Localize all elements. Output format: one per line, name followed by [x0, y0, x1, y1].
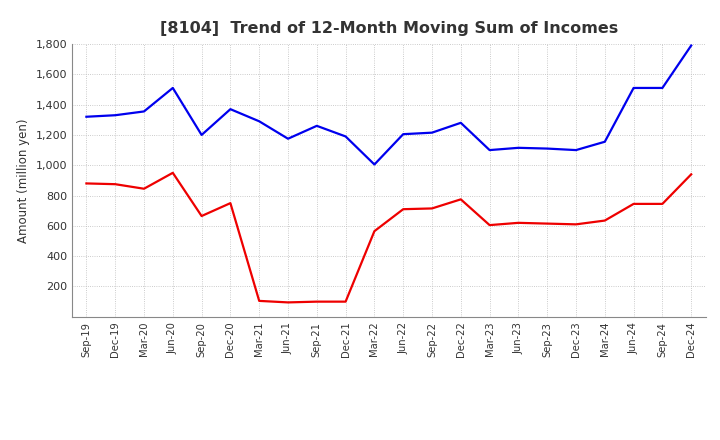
Net Income — [82, 181, 91, 186]
Ordinary Income — [370, 162, 379, 167]
Ordinary Income — [140, 109, 148, 114]
Ordinary Income — [572, 147, 580, 153]
Ordinary Income — [543, 146, 552, 151]
Ordinary Income — [600, 139, 609, 144]
Ordinary Income — [399, 132, 408, 137]
Ordinary Income — [428, 130, 436, 136]
Ordinary Income — [341, 134, 350, 139]
Ordinary Income — [284, 136, 292, 141]
Ordinary Income — [82, 114, 91, 119]
Net Income — [629, 201, 638, 206]
Ordinary Income — [197, 132, 206, 138]
Net Income — [168, 170, 177, 176]
Net Income — [600, 218, 609, 223]
Net Income — [341, 299, 350, 304]
Ordinary Income — [629, 85, 638, 91]
Ordinary Income — [255, 119, 264, 124]
Ordinary Income — [687, 43, 696, 48]
Ordinary Income — [226, 106, 235, 112]
Ordinary Income — [312, 123, 321, 128]
Net Income — [197, 213, 206, 219]
Net Income — [456, 197, 465, 202]
Net Income — [255, 298, 264, 304]
Ordinary Income — [456, 120, 465, 125]
Ordinary Income — [111, 113, 120, 118]
Net Income — [543, 221, 552, 226]
Net Income — [687, 172, 696, 177]
Ordinary Income — [485, 147, 494, 153]
Ordinary Income — [658, 85, 667, 91]
Net Income — [370, 228, 379, 234]
Net Income — [399, 206, 408, 212]
Net Income — [658, 201, 667, 206]
Line: Ordinary Income: Ordinary Income — [86, 45, 691, 165]
Ordinary Income — [168, 85, 177, 91]
Title: [8104]  Trend of 12-Month Moving Sum of Incomes: [8104] Trend of 12-Month Moving Sum of I… — [160, 21, 618, 36]
Net Income — [514, 220, 523, 225]
Net Income — [312, 299, 321, 304]
Net Income — [428, 206, 436, 211]
Net Income — [111, 182, 120, 187]
Net Income — [140, 186, 148, 191]
Line: Net Income: Net Income — [86, 173, 691, 302]
Ordinary Income — [514, 145, 523, 150]
Net Income — [226, 201, 235, 206]
Y-axis label: Amount (million yen): Amount (million yen) — [17, 118, 30, 242]
Net Income — [485, 223, 494, 228]
Net Income — [284, 300, 292, 305]
Net Income — [572, 222, 580, 227]
